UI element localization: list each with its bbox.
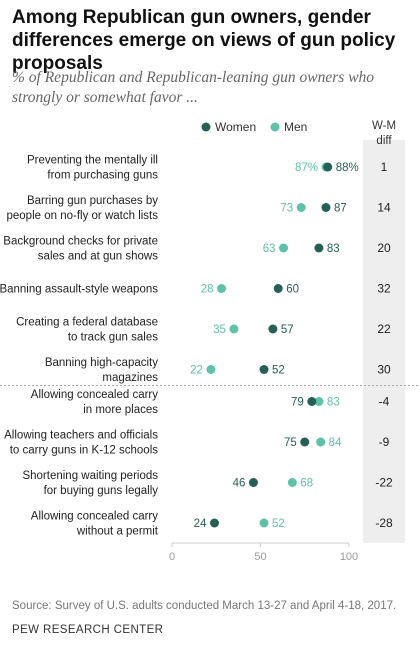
diff-value: 20 xyxy=(377,241,391,255)
diff-value: 22 xyxy=(377,322,391,336)
chart-subtitle: % of Republican and Republican-leaning g… xyxy=(12,69,375,106)
women-value-label: 87 xyxy=(334,203,347,215)
legend-men-label: Men xyxy=(284,120,307,134)
category-label: Allowing concealed carry xyxy=(31,389,158,401)
category-label: Background checks for private xyxy=(3,236,158,248)
men-dot xyxy=(316,437,326,447)
women-value-label: 60 xyxy=(286,284,299,296)
x-tick-label: 100 xyxy=(340,551,358,563)
category-label: Shortening waiting periods xyxy=(22,470,158,482)
category-label: from purchasing guns xyxy=(47,170,158,182)
men-value-label: 73 xyxy=(280,203,293,215)
women-value-label: 24 xyxy=(194,518,207,530)
legend-men-marker xyxy=(270,122,280,132)
source-note: Source: Survey of U.S. adults conducted … xyxy=(12,600,397,612)
diff-value: -9 xyxy=(379,435,390,449)
diff-value: 14 xyxy=(377,201,391,215)
women-value-label: 88% xyxy=(336,162,359,174)
women-dot xyxy=(321,203,331,212)
men-dot xyxy=(296,203,306,212)
category-label: Banning high-capacity xyxy=(45,357,158,369)
women-dot xyxy=(307,397,317,406)
diff-value: 30 xyxy=(377,363,391,377)
category-label: magazines xyxy=(102,372,158,384)
women-dot xyxy=(259,365,269,374)
men-value-label: 35 xyxy=(213,324,226,336)
men-value-label: 22 xyxy=(190,365,203,377)
category-label: people on no-fly or watch lists xyxy=(7,210,159,222)
men-dot xyxy=(217,284,227,293)
diff-value: 32 xyxy=(377,282,391,296)
category-label: sales and at gun shows xyxy=(38,251,158,263)
women-value-label: 57 xyxy=(281,324,294,336)
men-dot xyxy=(206,365,216,374)
category-label: Banning assault-style weapons xyxy=(0,284,158,296)
diff-value: 1 xyxy=(381,160,388,174)
women-dot xyxy=(268,324,278,334)
men-dot xyxy=(229,324,239,334)
category-label: without a permit xyxy=(76,526,159,538)
women-dot xyxy=(314,243,324,253)
women-dot xyxy=(323,162,333,172)
category-label: Barring gun purchases by xyxy=(27,195,158,207)
legend-women-marker xyxy=(201,122,211,132)
men-value-label: 68 xyxy=(300,478,313,490)
women-value-label: 83 xyxy=(327,243,340,255)
dot-plot-chart: W-M diff Women Men 0 50 100 Preventing the ment… xyxy=(0,120,420,563)
women-value-label: 52 xyxy=(272,365,285,377)
legend-women-label: Women xyxy=(215,120,256,134)
diff-header-line: diff xyxy=(376,135,392,147)
women-value-label: 46 xyxy=(233,478,246,490)
category-label: to track gun sales xyxy=(68,332,158,344)
x-tick-label: 50 xyxy=(254,551,266,563)
category-label: Allowing teachers and officials xyxy=(4,430,158,442)
women-dot xyxy=(209,518,219,528)
men-value-label: 84 xyxy=(329,437,342,449)
men-dot xyxy=(279,243,289,253)
diff-value: -28 xyxy=(375,516,393,530)
x-tick-label: 0 xyxy=(169,551,175,563)
diff-column-background xyxy=(363,140,405,543)
diff-value: -4 xyxy=(379,395,390,409)
men-value-label: 28 xyxy=(201,284,214,296)
men-value-label: 87% xyxy=(295,162,318,174)
category-label: Preventing the mentally ill xyxy=(27,155,158,167)
category-label: in more places xyxy=(83,404,158,416)
women-value-label: 75 xyxy=(284,437,297,449)
women-value-label: 79 xyxy=(291,397,304,409)
women-dot xyxy=(300,437,310,447)
men-dot xyxy=(259,518,269,528)
men-dot xyxy=(287,478,297,487)
women-dot xyxy=(273,284,283,293)
men-value-label: 83 xyxy=(327,397,340,409)
women-dot xyxy=(248,478,258,487)
category-label: Creating a federal database xyxy=(16,317,158,329)
men-value-label: 52 xyxy=(272,518,285,530)
diff-header-line: W-M xyxy=(372,120,396,132)
chart-title: Among Republican gun owners, gender diff… xyxy=(12,7,396,74)
category-label: to carry guns in K-12 schools xyxy=(10,445,159,457)
category-label: for buying guns legally xyxy=(44,485,159,497)
men-dot xyxy=(314,397,324,406)
credit-line: PEW RESEARCH CENTER xyxy=(12,624,164,636)
men-value-label: 63 xyxy=(263,243,276,255)
category-label: Allowing concealed carry xyxy=(31,511,158,523)
diff-value: -22 xyxy=(375,476,393,490)
